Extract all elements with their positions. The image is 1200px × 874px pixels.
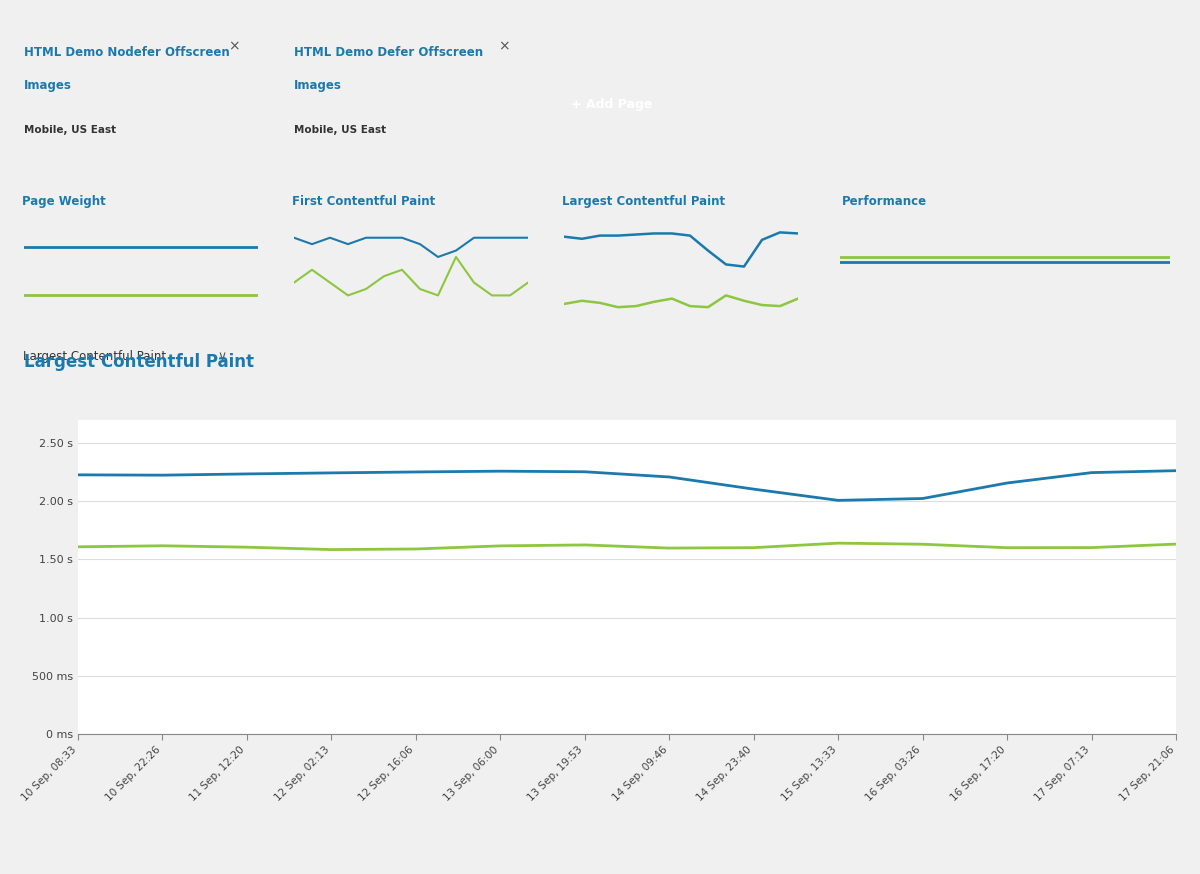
Text: Page Weight: Page Weight (23, 195, 106, 208)
Text: ×: × (228, 39, 240, 53)
Text: HTML Demo Defer Offscreen: HTML Demo Defer Offscreen (294, 45, 484, 59)
Text: Images: Images (294, 79, 342, 92)
Text: Mobile, US East: Mobile, US East (24, 125, 116, 135)
Text: HTML Demo Nodefer Offscreen: HTML Demo Nodefer Offscreen (24, 45, 229, 59)
Text: Performance: Performance (842, 195, 928, 208)
Text: Largest Contentful Paint: Largest Contentful Paint (563, 195, 726, 208)
Text: Images: Images (24, 79, 72, 92)
Text: Mobile, US East: Mobile, US East (294, 125, 386, 135)
Text: Largest Contentful Paint: Largest Contentful Paint (24, 353, 254, 371)
Text: First Contentful Paint: First Contentful Paint (293, 195, 436, 208)
Text: ×: × (498, 39, 510, 53)
Text: ∨: ∨ (217, 350, 227, 363)
Text: + Add Page: + Add Page (571, 99, 653, 111)
Text: Largest Contentful Paint: Largest Contentful Paint (24, 350, 167, 363)
